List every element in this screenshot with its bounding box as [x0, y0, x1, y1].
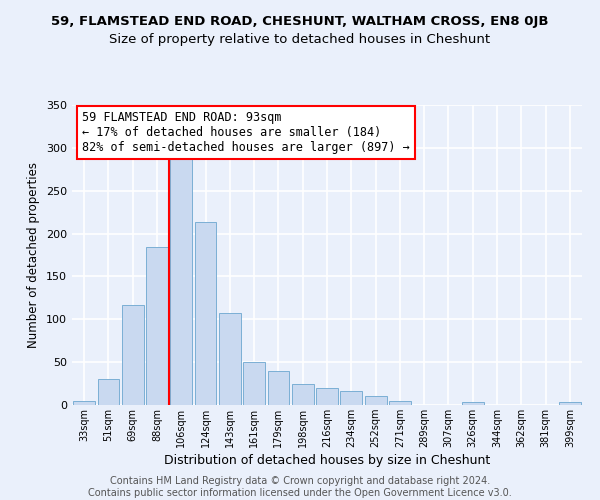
Bar: [219, 314, 241, 405]
X-axis label: Distribution of detached houses by size in Cheshunt: Distribution of detached houses by size …: [164, 454, 490, 467]
Bar: [559, 402, 581, 405]
Bar: [194, 222, 217, 405]
Bar: [122, 304, 143, 405]
Bar: [146, 248, 168, 405]
Text: 59, FLAMSTEAD END ROAD, CHESHUNT, WALTHAM CROSS, EN8 0JB: 59, FLAMSTEAD END ROAD, CHESHUNT, WALTHA…: [51, 15, 549, 28]
Bar: [170, 159, 192, 405]
Bar: [292, 384, 314, 405]
Text: 59 FLAMSTEAD END ROAD: 93sqm
← 17% of detached houses are smaller (184)
82% of s: 59 FLAMSTEAD END ROAD: 93sqm ← 17% of de…: [82, 111, 410, 154]
Bar: [243, 362, 265, 405]
Y-axis label: Number of detached properties: Number of detached properties: [28, 162, 40, 348]
Text: Size of property relative to detached houses in Cheshunt: Size of property relative to detached ho…: [109, 32, 491, 46]
Bar: [316, 388, 338, 405]
Bar: [268, 370, 289, 405]
Bar: [389, 400, 411, 405]
Bar: [365, 396, 386, 405]
Bar: [462, 402, 484, 405]
Bar: [97, 380, 119, 405]
Bar: [73, 400, 95, 405]
Bar: [340, 392, 362, 405]
Text: Contains HM Land Registry data © Crown copyright and database right 2024.
Contai: Contains HM Land Registry data © Crown c…: [88, 476, 512, 498]
